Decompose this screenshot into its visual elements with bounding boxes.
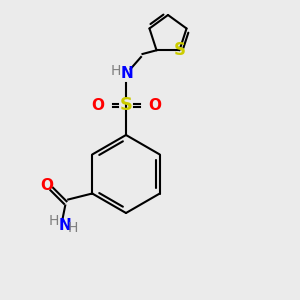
Text: O: O <box>41 178 54 194</box>
Text: S: S <box>119 96 133 114</box>
Text: S: S <box>173 41 185 59</box>
Text: O: O <box>91 98 104 112</box>
Text: H: H <box>68 221 78 235</box>
Text: H: H <box>110 64 121 78</box>
Text: N: N <box>121 66 134 81</box>
Text: N: N <box>59 218 72 232</box>
Text: H: H <box>49 214 59 228</box>
Text: O: O <box>148 98 161 112</box>
